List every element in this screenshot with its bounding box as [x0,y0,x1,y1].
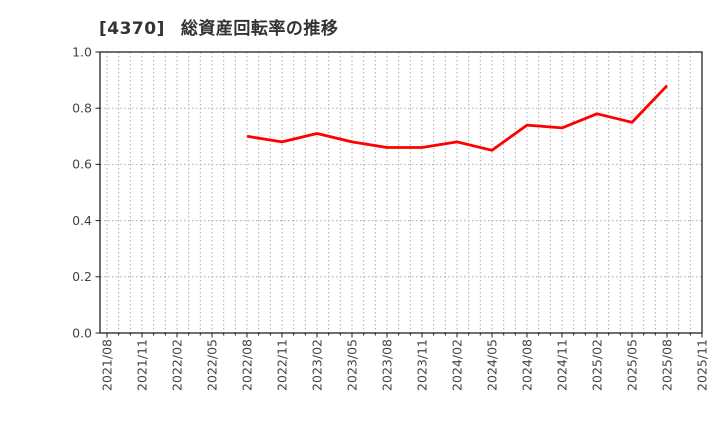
y-tick-labels: 0.0 0.2 0.4 0.6 0.8 1.0 [72,44,92,340]
svg-text:2021/08: 2021/08 [100,339,115,391]
svg-text:2022/11: 2022/11 [275,339,290,391]
chart-title-text: 総資産回転率の推移 [180,19,339,39]
x-tick-labels: 2021/08 2021/11 2022/02 2022/05 2022/08 2022/… [100,339,710,391]
svg-text:2024/02: 2024/02 [450,339,465,391]
svg-text:2024/05: 2024/05 [485,339,500,391]
x-gridlines [106,52,703,333]
svg-text:2023/11: 2023/11 [415,339,430,391]
svg-text:0.4: 0.4 [72,213,92,228]
svg-text:1.0: 1.0 [72,44,92,59]
svg-text:2024/11: 2024/11 [555,339,570,391]
svg-text:0.6: 0.6 [72,157,92,172]
svg-text:2025/11: 2025/11 [695,339,710,391]
svg-text:2023/02: 2023/02 [310,339,325,391]
svg-text:0.0: 0.0 [72,325,92,340]
svg-text:2022/08: 2022/08 [240,339,255,391]
svg-text:0.2: 0.2 [72,269,92,284]
chart-title: [4370] 総資産回転率の推移 [99,14,338,39]
svg-text:2021/11: 2021/11 [135,339,150,391]
svg-text:2025/08: 2025/08 [660,339,675,391]
svg-text:2022/05: 2022/05 [205,339,220,391]
svg-text:2023/05: 2023/05 [345,339,360,391]
svg-text:2024/08: 2024/08 [520,339,535,391]
svg-text:2022/02: 2022/02 [170,339,185,391]
svg-text:2023/08: 2023/08 [380,339,395,391]
plot-border [99,51,703,334]
svg-text:0.8: 0.8 [72,101,92,116]
svg-text:2025/05: 2025/05 [625,339,640,391]
data-line [246,84,669,152]
axis-ticks [95,51,703,338]
y-gridlines [100,107,702,278]
svg-text:2025/02: 2025/02 [590,339,605,391]
ticker-code: [4370] [99,19,165,39]
